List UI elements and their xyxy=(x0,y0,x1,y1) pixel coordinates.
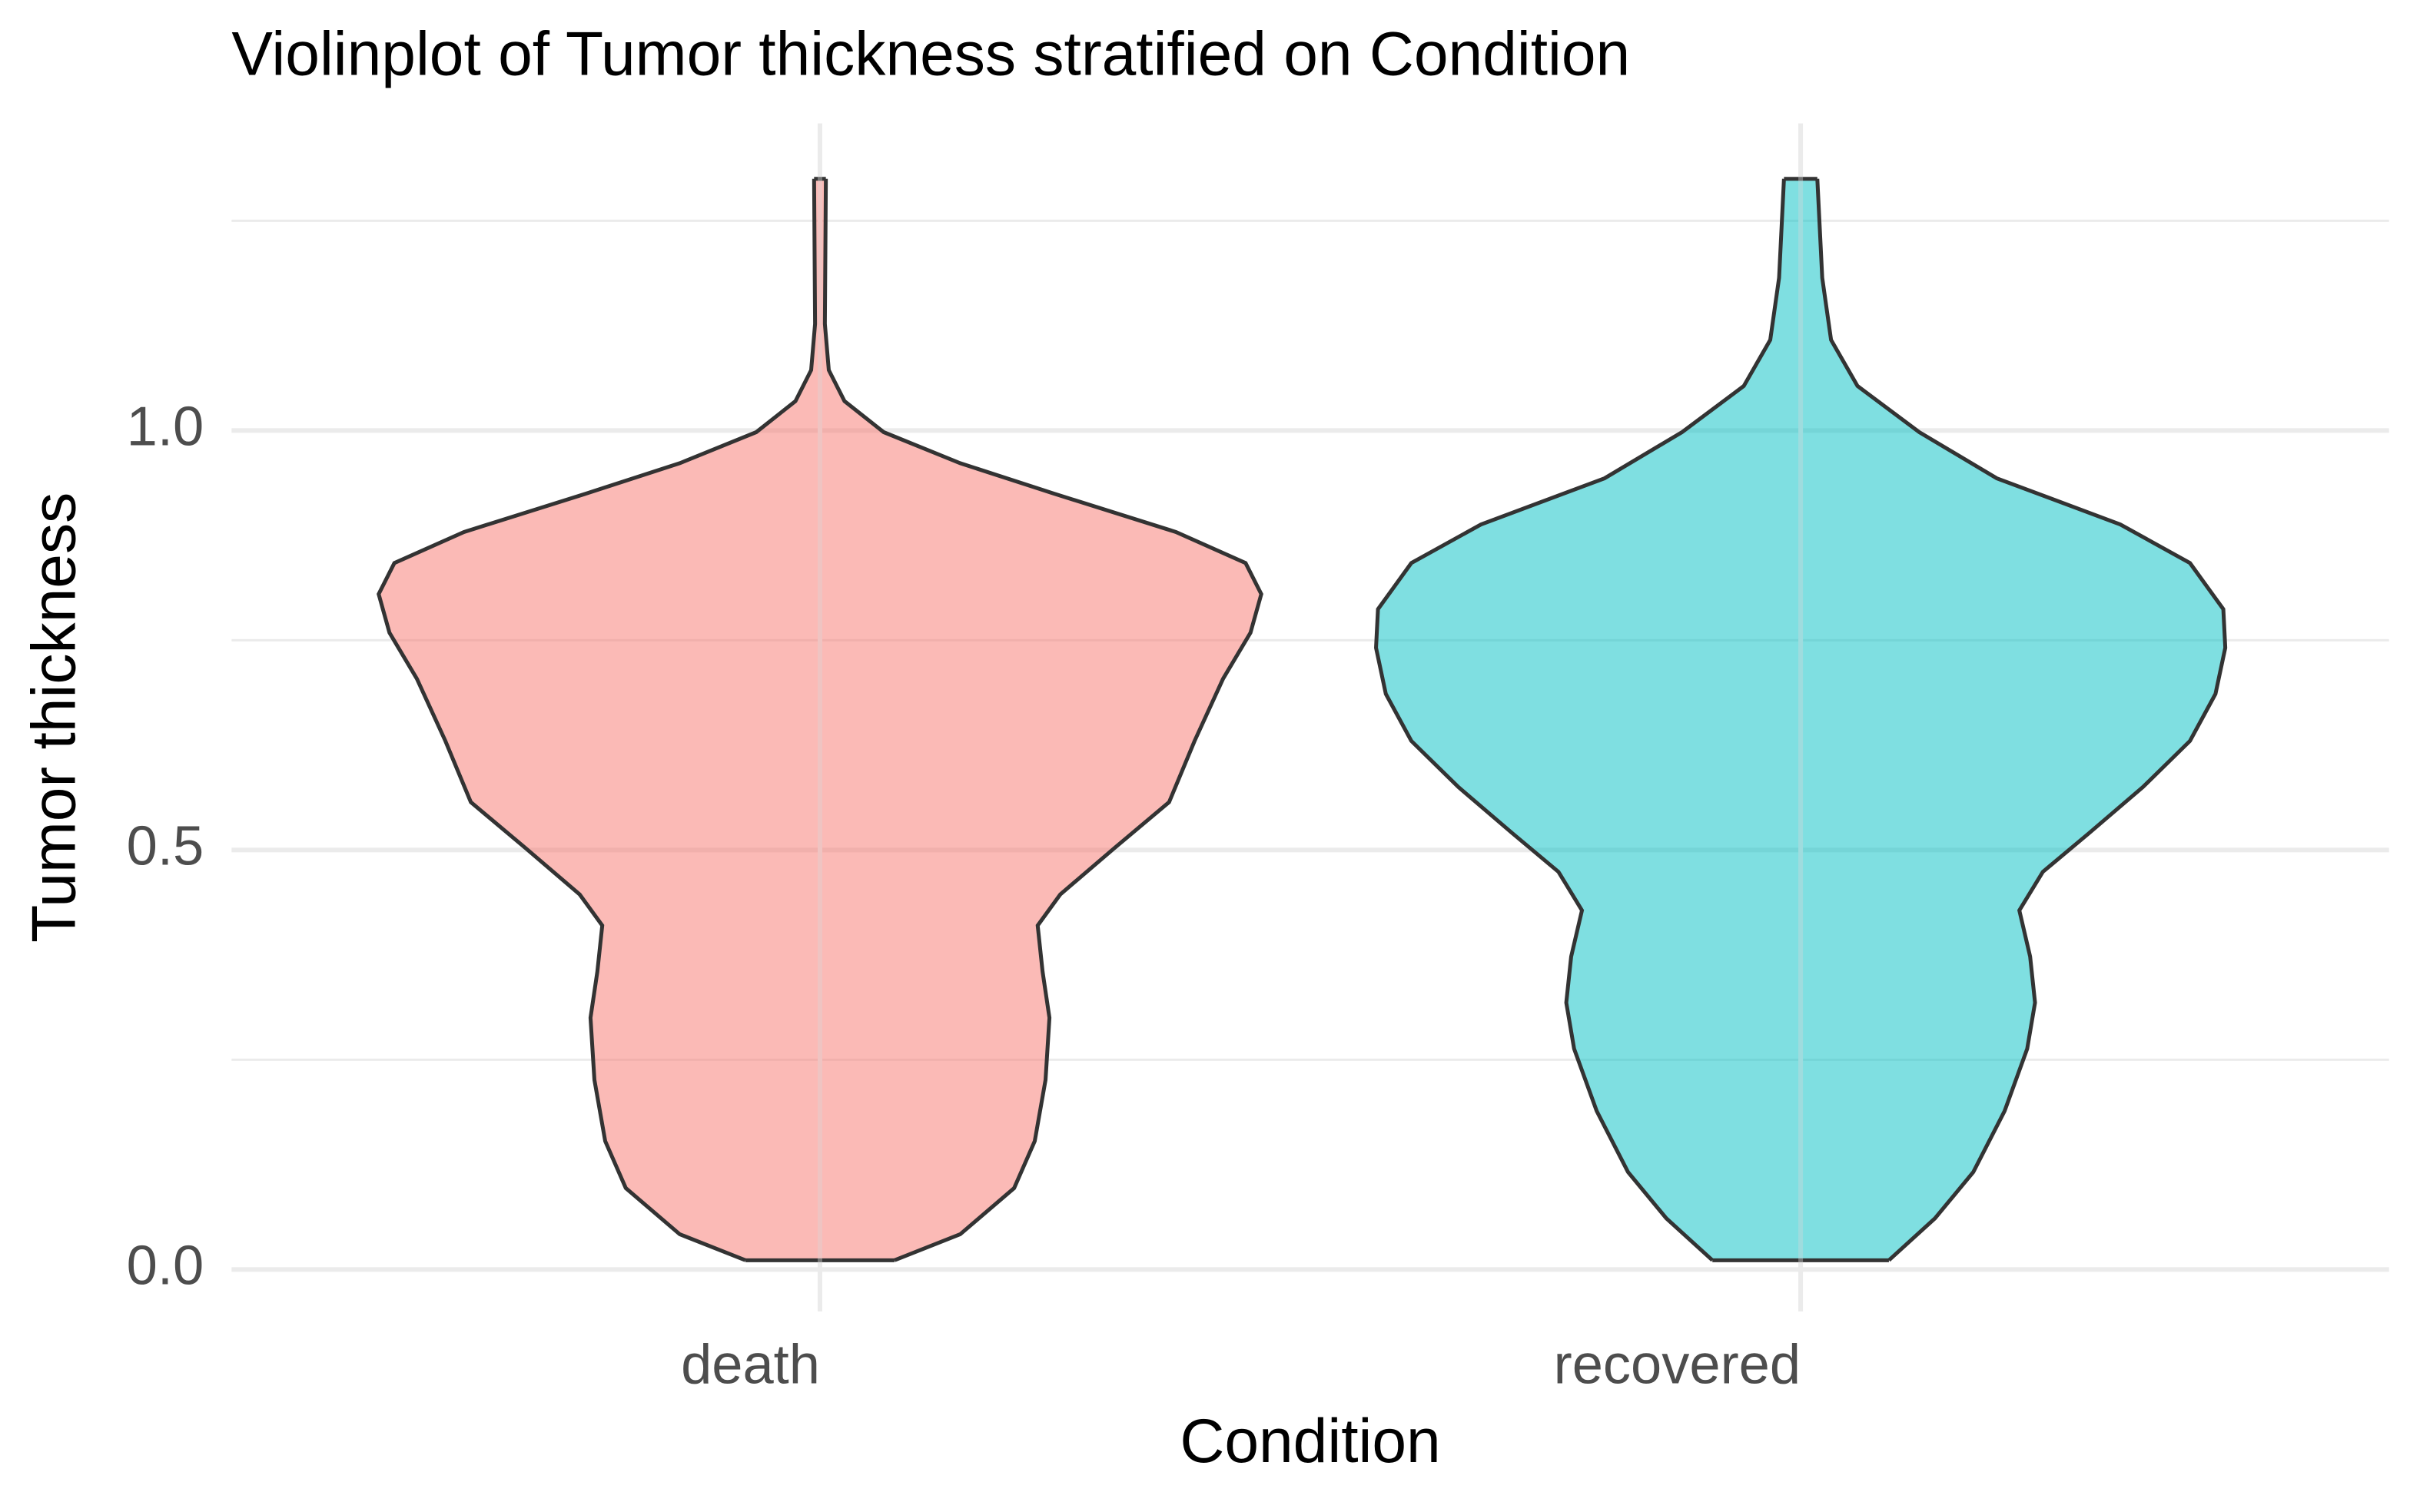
violin-outline xyxy=(1374,178,1786,1262)
x-axis-title: Condition xyxy=(1180,1407,1440,1476)
y-tick-label: 1.0 xyxy=(127,396,204,457)
violin-half-fill xyxy=(378,178,820,1261)
violin-outline xyxy=(1815,178,2228,1262)
x-tick-label: death xyxy=(681,1334,820,1395)
y-tick-label: 0.0 xyxy=(127,1235,204,1296)
violin-half-fill xyxy=(1801,178,2226,1261)
x-tick-label: recovered xyxy=(1554,1334,1801,1395)
violin-half-fill xyxy=(1376,178,1801,1261)
violin-outline xyxy=(822,178,1263,1262)
chart-title: Violinplot of Tumor thickness stratified… xyxy=(231,20,1630,89)
y-tick-label: 0.5 xyxy=(127,815,204,877)
violin-half-fill xyxy=(819,178,1262,1261)
y-axis-title: Tumor thickness xyxy=(20,492,89,943)
violin-outline xyxy=(377,178,818,1262)
